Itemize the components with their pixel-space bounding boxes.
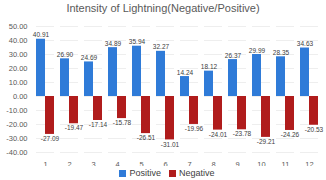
svg-text:28.35: 28.35 (273, 49, 290, 56)
svg-text:0.00: 0.00 (13, 92, 28, 101)
html-text:Intensity of Lightning(Negativ: Intensity of Lightning(Negative/Positive… (66, 2, 260, 14)
svg-text:1: 1 (43, 160, 47, 166)
svg-text:30.00: 30.00 (9, 50, 28, 59)
svg-text:-30.00: -30.00 (6, 134, 27, 143)
svg-text:8: 8 (211, 160, 215, 166)
svg-text:-29.21: -29.21 (257, 138, 276, 145)
svg-text:12: 12 (305, 160, 313, 166)
svg-text:-27.09: -27.09 (41, 135, 60, 142)
svg-text:-15.78: -15.78 (113, 119, 132, 126)
svg-text:5: 5 (139, 160, 143, 166)
svg-text:9: 9 (235, 160, 239, 166)
svg-text:34.63: 34.63 (297, 40, 314, 47)
svg-text:14.24: 14.24 (177, 69, 194, 76)
svg-text:6: 6 (163, 160, 167, 166)
svg-text:-19.47: -19.47 (65, 124, 84, 131)
svg-text:40.00: 40.00 (9, 36, 28, 45)
svg-text:18.12: 18.12 (201, 63, 218, 70)
svg-text:10.00: 10.00 (9, 78, 28, 87)
svg-text:10: 10 (257, 160, 265, 166)
svg-text:-20.53: -20.53 (305, 126, 324, 133)
svg-text:-20.00: -20.00 (6, 120, 27, 129)
svg-text:-17.14: -17.14 (89, 121, 108, 128)
svg-text:35.94: 35.94 (129, 38, 146, 45)
svg-text:-10.00: -10.00 (6, 106, 27, 115)
svg-text:-26.51: -26.51 (137, 134, 156, 141)
svg-text:-31.01: -31.01 (161, 141, 180, 148)
svg-text:3: 3 (91, 160, 95, 166)
svg-text:24.69: 24.69 (81, 54, 98, 61)
svg-text:26.90: 26.90 (57, 51, 74, 58)
svg-text:-23.78: -23.78 (233, 130, 252, 137)
svg-text:26.37: 26.37 (225, 52, 242, 59)
svg-text:29.99: 29.99 (249, 47, 266, 54)
svg-text:-24.01: -24.01 (209, 131, 228, 138)
svg-text:-40.00: -40.00 (6, 148, 27, 157)
svg-text:11: 11 (282, 160, 290, 166)
svg-text:7: 7 (187, 160, 191, 166)
svg-text:34.89: 34.89 (105, 40, 122, 47)
html-text:Negative: Negative (179, 168, 215, 178)
svg-text:2: 2 (67, 160, 71, 166)
svg-text:20.00: 20.00 (9, 64, 28, 73)
svg-text:32.27: 32.27 (153, 43, 170, 50)
svg-text:-24.26: -24.26 (281, 131, 300, 138)
svg-text:50.00: 50.00 (9, 22, 28, 31)
svg-text:-19.96: -19.96 (185, 125, 204, 132)
svg-text:40.91: 40.91 (33, 31, 50, 38)
html-text:Positive: Positive (129, 168, 161, 178)
svg-text:4: 4 (115, 160, 119, 166)
